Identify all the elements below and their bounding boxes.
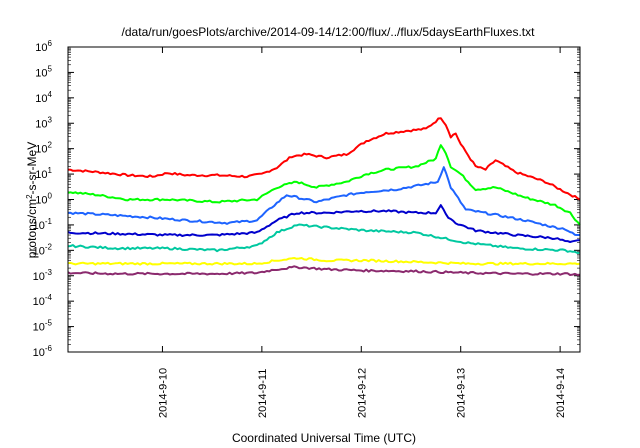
x-tick-label: 2014-9-13: [456, 368, 468, 418]
y-axis: 10-6 10-5 10-4 10-3 10-2 10-1 100 101 102 103 104 1…: [33, 39, 580, 359]
x-axis-label: Coordinated Universal Time (UTC): [232, 431, 416, 445]
y-tick-label: 10-6: [33, 344, 53, 359]
y-tick-label: 100: [35, 192, 52, 207]
series-line-1: [67, 144, 581, 226]
y-tick-label: 101: [35, 166, 52, 181]
y-tick-label: 10-5: [33, 319, 53, 334]
x-tick-label: 2014-9-12: [356, 368, 368, 418]
chart-title: /data/run/goesPlots/archive/2014-09-14/1…: [122, 25, 536, 39]
x-tick-label: 2014-9-11: [257, 369, 269, 418]
y-tick-label: 10-3: [33, 268, 53, 283]
x-tick-label: 2014-9-14: [555, 368, 567, 418]
y-tick-label: 10-2: [33, 242, 53, 257]
series-line-0: [67, 117, 581, 201]
y-tick-label: 103: [35, 115, 52, 130]
y-tick-label: 10-1: [33, 217, 53, 232]
series-line-5: [67, 257, 581, 266]
series-line-2: [67, 166, 580, 236]
y-tick-label: 102: [35, 141, 52, 156]
x-tick-label: 2014-9-10: [157, 368, 169, 418]
series-line-3: [67, 204, 581, 243]
y-tick-label: 105: [35, 64, 52, 79]
series-lines: [67, 117, 581, 276]
x-axis: 2014-9-10 2014-9-11 2014-9-12 2014-9-13 2014…: [157, 47, 567, 418]
y-tick-label: 106: [35, 39, 52, 54]
series-line-6: [67, 265, 581, 276]
plot-frame: [67, 46, 581, 353]
y-tick-label: 10-4: [33, 293, 53, 308]
series-line-4: [67, 223, 581, 254]
y-tick-label: 104: [35, 90, 52, 105]
y-axis-label: protons/cm2-s-sr-MeV: [25, 142, 39, 258]
